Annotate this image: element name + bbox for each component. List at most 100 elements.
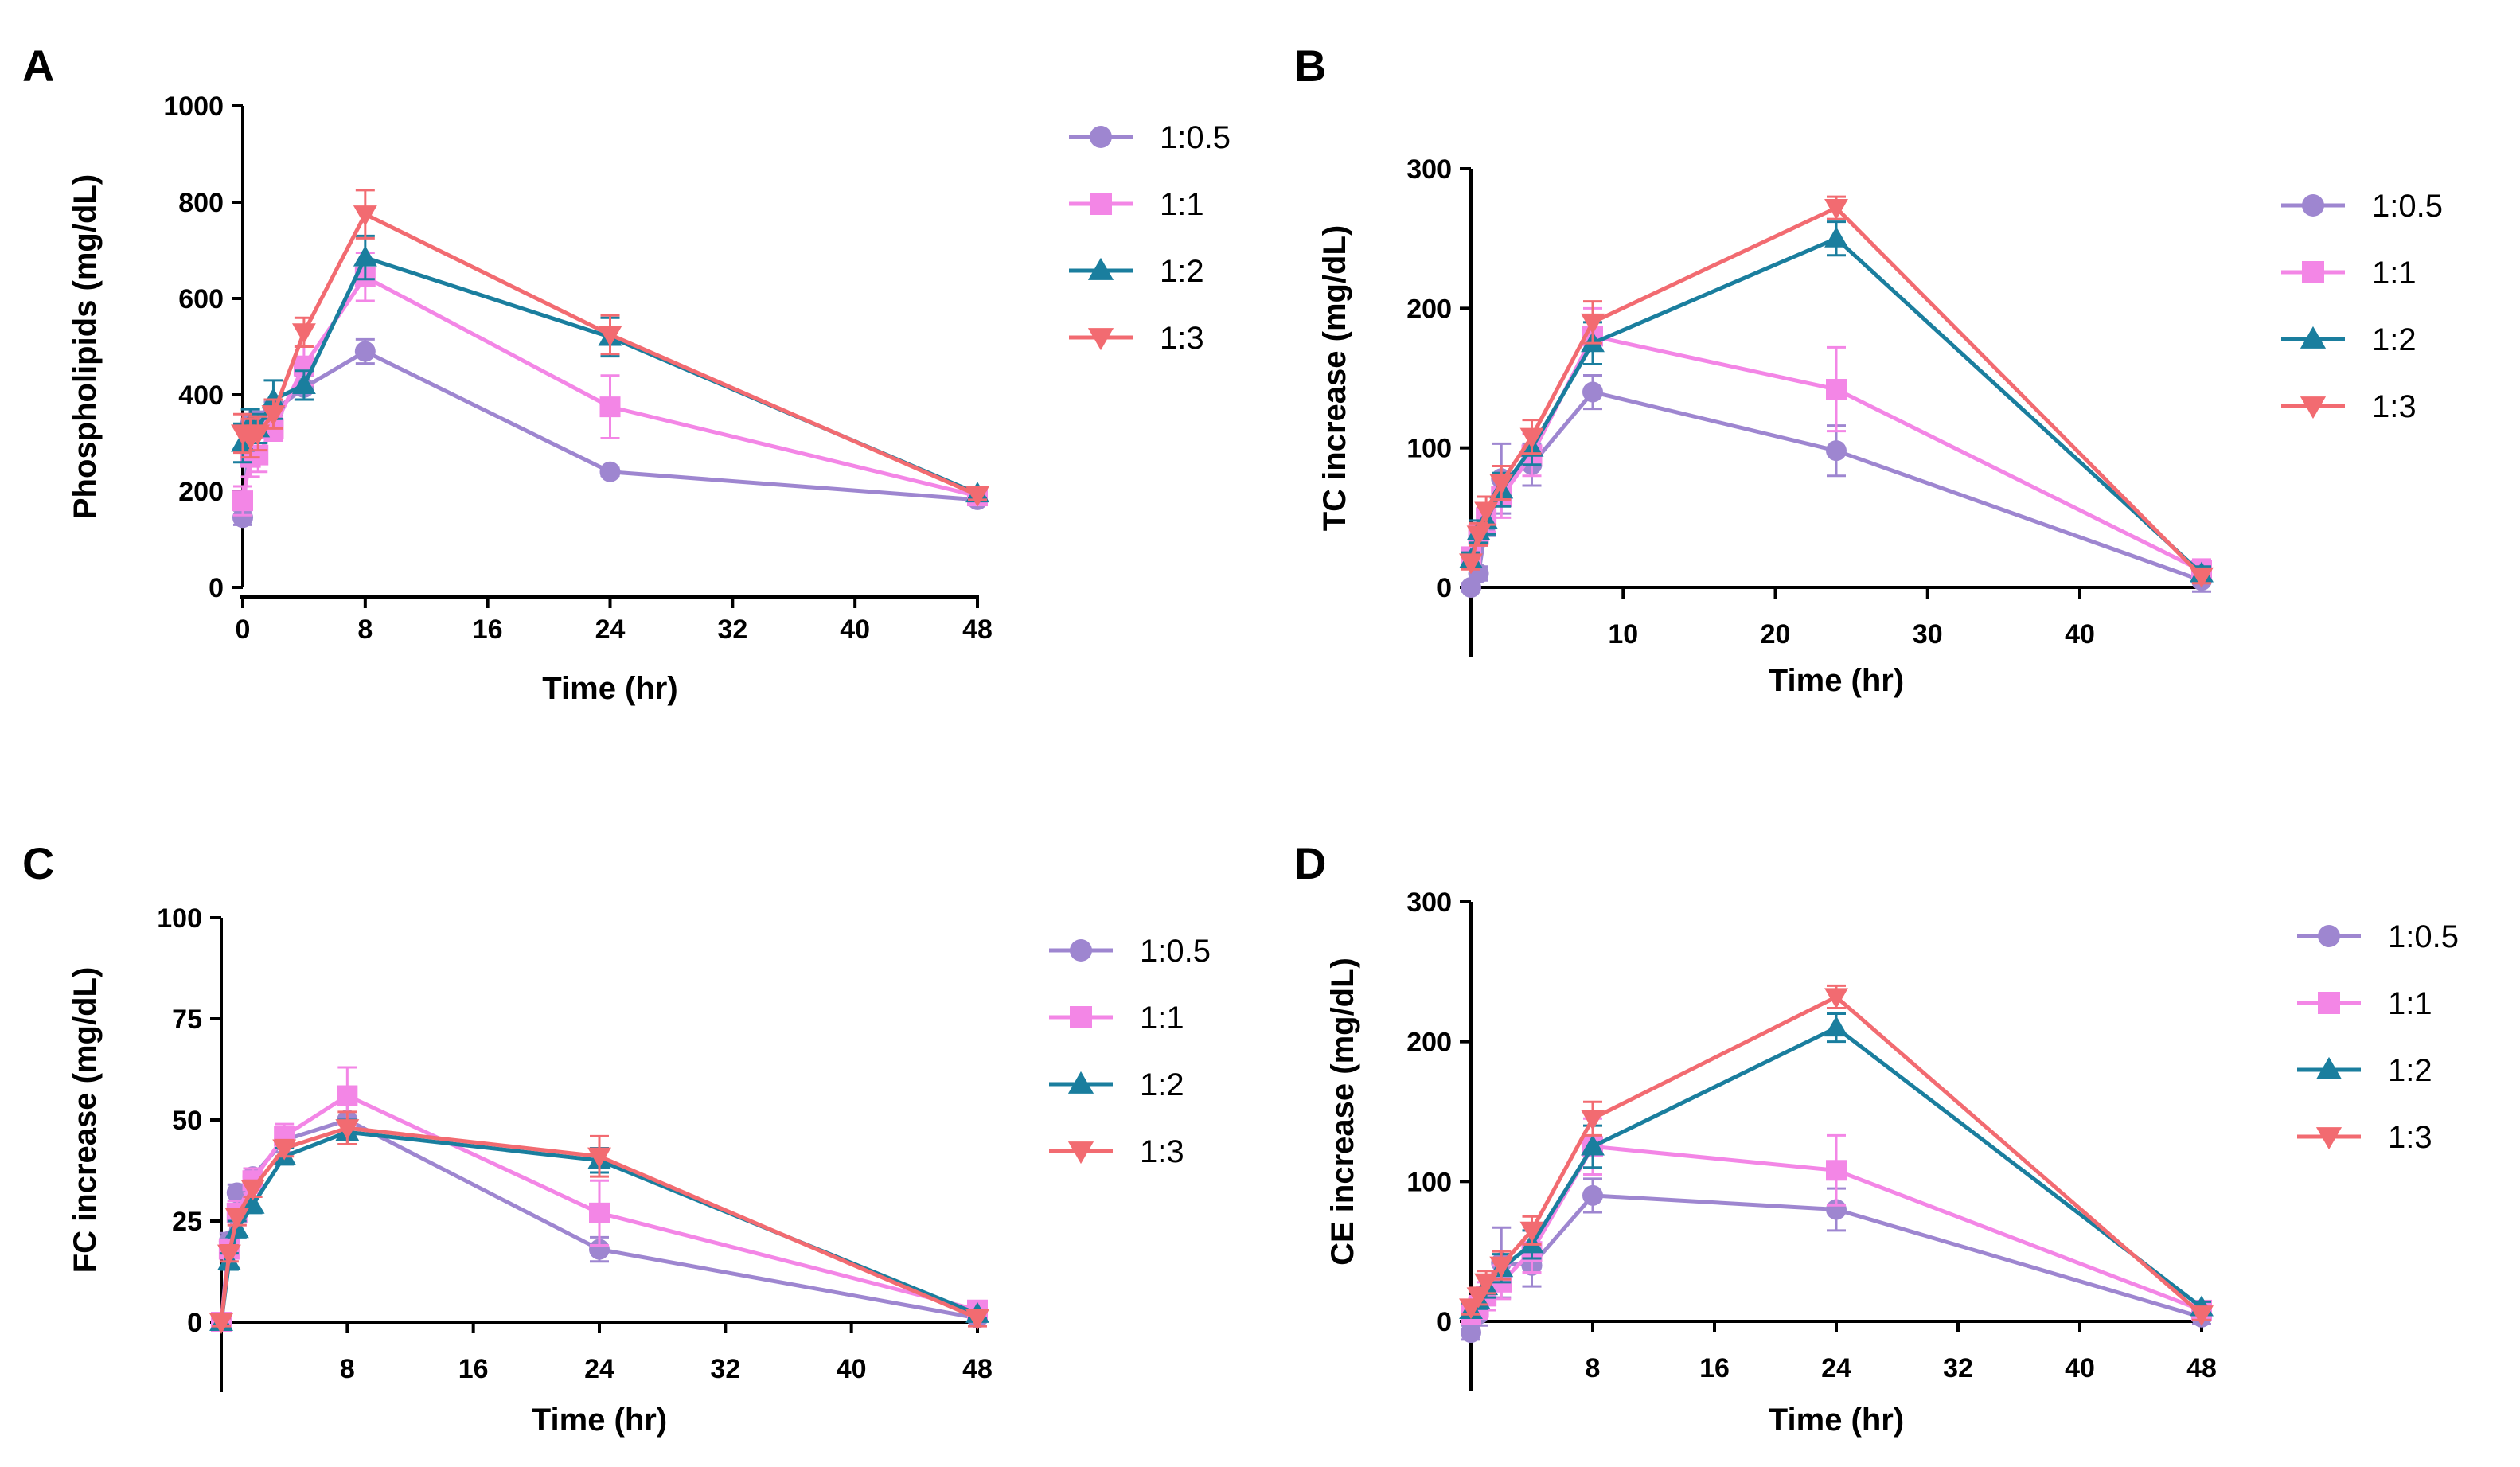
- data-point: [291, 323, 316, 345]
- x-tick-label: 8: [340, 1354, 355, 1384]
- data-point: [587, 1147, 611, 1169]
- legend-marker: [1087, 257, 1114, 280]
- data-point: [232, 490, 253, 512]
- data-point: [217, 1244, 241, 1266]
- data-point: [2190, 1305, 2214, 1327]
- legend-label: 1:2: [1160, 254, 1204, 289]
- x-tick-label: 0: [236, 615, 251, 645]
- data-point: [1519, 427, 1544, 449]
- legend-marker: [2300, 396, 2327, 419]
- y-tick-label: 25: [172, 1207, 202, 1237]
- x-tick-label: 10: [1608, 619, 1638, 650]
- legend-marker: [1090, 193, 1112, 215]
- x-tick-label: 32: [1943, 1353, 1973, 1383]
- legend-label: 1:2: [1140, 1067, 1184, 1102]
- data-point: [354, 341, 376, 362]
- y-tick-label: 100: [157, 903, 202, 934]
- x-tick-label: 48: [962, 615, 993, 645]
- y-axis-title: CE increase (mg/dL): [1325, 958, 1360, 1266]
- x-tick-label: 40: [2065, 1353, 2095, 1383]
- y-tick-label: 0: [1437, 573, 1452, 603]
- x-tick-label: 24: [584, 1354, 614, 1384]
- data-point: [589, 1202, 610, 1223]
- data-point: [1489, 474, 1514, 495]
- x-tick-label: 16: [1699, 1353, 1730, 1383]
- legend-label: 1:3: [1140, 1134, 1184, 1169]
- x-tick-label: 8: [357, 615, 373, 645]
- legend-marker: [1067, 1071, 1094, 1094]
- data-point: [1581, 1110, 1605, 1131]
- legend-label: 1:0.5: [2388, 919, 2459, 954]
- data-point: [1459, 553, 1483, 575]
- y-tick-label: 300: [1406, 888, 1452, 918]
- x-axis-title: Time (hr): [532, 1403, 667, 1438]
- x-axis-title: Time (hr): [1769, 1403, 1904, 1438]
- y-tick-label: 200: [1406, 1028, 1452, 1058]
- x-tick-label: 16: [473, 615, 503, 645]
- legend-label: 1:3: [2388, 1120, 2432, 1155]
- panel-letter: A: [22, 41, 54, 91]
- data-point: [1826, 1160, 1847, 1181]
- legend-marker: [1070, 1006, 1092, 1028]
- y-tick-label: 400: [178, 380, 224, 411]
- data-point: [1824, 988, 1848, 1009]
- data-point: [598, 326, 622, 347]
- legend-marker: [1067, 1141, 1094, 1165]
- series-1-3: [231, 189, 989, 507]
- legend-marker: [2315, 1127, 2343, 1150]
- y-axis-title: TC increase (mg/dL): [1317, 225, 1352, 532]
- legend-marker: [2318, 925, 2340, 947]
- data-point: [209, 1313, 233, 1334]
- x-tick-label: 30: [1913, 619, 1943, 650]
- data-point: [2190, 567, 2214, 588]
- data-point: [353, 245, 377, 267]
- x-tick-label: 32: [717, 615, 747, 645]
- x-tick-label: 24: [1821, 1353, 1851, 1383]
- legend-marker: [2315, 1056, 2343, 1079]
- data-point: [261, 405, 286, 427]
- series-1-3: [1459, 984, 2214, 1327]
- data-point: [1461, 1322, 1481, 1344]
- series-1-3: [209, 1110, 989, 1334]
- data-point: [291, 373, 316, 394]
- legend-label: 1:1: [1160, 187, 1204, 222]
- panel-letter: B: [1294, 41, 1326, 91]
- legend-marker: [1070, 939, 1092, 962]
- data-point: [1581, 313, 1605, 334]
- legend-marker: [2300, 326, 2327, 349]
- data-point: [1824, 226, 1848, 248]
- panel-a: A 0 200 400 600 800 1000 0 8 16 24 32 40 48 Time (hr) P…: [22, 41, 1231, 706]
- y-tick-label: 200: [1406, 294, 1452, 324]
- legend-marker: [2302, 194, 2324, 217]
- x-tick-label: 8: [1586, 1353, 1601, 1383]
- y-tick-label: 800: [178, 188, 224, 218]
- y-tick-label: 1000: [163, 92, 224, 122]
- data-point: [1826, 379, 1847, 400]
- x-tick-label: 16: [458, 1354, 489, 1384]
- data-point: [1474, 501, 1499, 523]
- legend-label: 1:1: [2388, 986, 2432, 1021]
- legend-label: 1:1: [2372, 256, 2417, 291]
- y-tick-label: 75: [172, 1005, 202, 1035]
- y-tick-label: 0: [209, 573, 224, 603]
- data-point: [1489, 1256, 1514, 1278]
- data-point: [337, 1085, 358, 1106]
- data-point: [599, 396, 621, 418]
- series-1-1: [211, 1066, 988, 1332]
- x-axis-title: Time (hr): [1769, 663, 1904, 698]
- y-tick-label: 50: [172, 1106, 202, 1136]
- y-tick-label: 200: [178, 477, 224, 507]
- data-point: [1519, 1221, 1544, 1243]
- legend-marker: [2318, 992, 2340, 1014]
- y-axis-title: Phospholipids (mg/dL): [68, 174, 103, 519]
- y-tick-label: 100: [1406, 434, 1452, 464]
- legend-label: 1:3: [2372, 389, 2417, 424]
- y-tick-label: 300: [1406, 154, 1452, 185]
- data-point: [599, 461, 621, 482]
- data-point: [1824, 199, 1848, 220]
- x-tick-label: 20: [1761, 619, 1791, 650]
- legend-label: 1:1: [1140, 1001, 1184, 1036]
- data-point: [1826, 440, 1847, 462]
- legend-marker: [2302, 261, 2324, 283]
